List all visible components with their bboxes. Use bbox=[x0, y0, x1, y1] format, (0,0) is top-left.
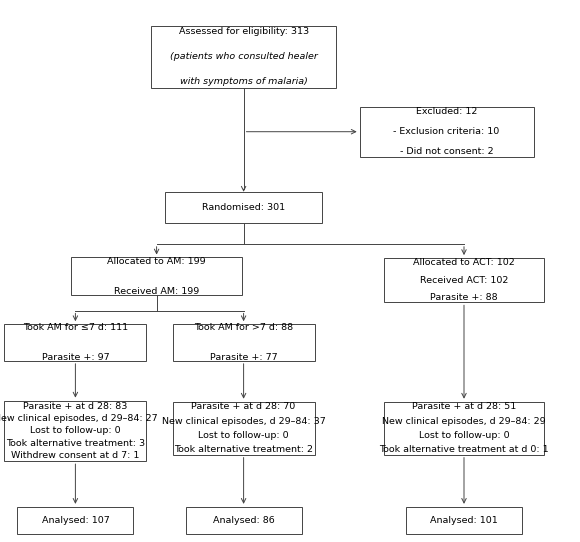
Text: Took AM for >7 d: 88: Took AM for >7 d: 88 bbox=[194, 323, 293, 332]
Text: Took alternative treatment: 3: Took alternative treatment: 3 bbox=[6, 438, 145, 448]
Text: Received AM: 199: Received AM: 199 bbox=[114, 287, 199, 296]
Text: Allocated to ACT: 102: Allocated to ACT: 102 bbox=[413, 258, 515, 267]
Text: Took AM for ≤7 d: 111: Took AM for ≤7 d: 111 bbox=[23, 323, 128, 332]
Text: New clinical episodes, d 29–84: 29: New clinical episodes, d 29–84: 29 bbox=[382, 417, 546, 425]
FancyBboxPatch shape bbox=[5, 401, 146, 461]
Text: Lost to follow-up: 0: Lost to follow-up: 0 bbox=[198, 431, 289, 440]
Text: Lost to follow-up: 0: Lost to follow-up: 0 bbox=[30, 427, 121, 435]
Text: Parasite + at d 28: 83: Parasite + at d 28: 83 bbox=[23, 402, 128, 411]
FancyBboxPatch shape bbox=[71, 257, 242, 295]
FancyBboxPatch shape bbox=[17, 507, 133, 534]
FancyBboxPatch shape bbox=[385, 402, 544, 455]
Text: Withdrew consent at d 7: 1: Withdrew consent at d 7: 1 bbox=[11, 450, 140, 460]
Text: Took alternative treatment: 2: Took alternative treatment: 2 bbox=[174, 445, 313, 454]
Text: Parasite +: 88: Parasite +: 88 bbox=[430, 293, 498, 302]
FancyBboxPatch shape bbox=[360, 107, 534, 157]
Text: New clinical episodes, d 29–84: 27: New clinical episodes, d 29–84: 27 bbox=[0, 414, 157, 423]
Text: Analysed: 86: Analysed: 86 bbox=[213, 516, 274, 525]
Text: with symptoms of malaria): with symptoms of malaria) bbox=[180, 78, 307, 86]
FancyBboxPatch shape bbox=[173, 324, 314, 361]
Text: Analysed: 107: Analysed: 107 bbox=[42, 516, 109, 525]
Text: Parasite + at d 28: 70: Parasite + at d 28: 70 bbox=[191, 402, 296, 411]
Text: - Did not consent: 2: - Did not consent: 2 bbox=[400, 147, 494, 156]
Text: Parasite + at d 28: 51: Parasite + at d 28: 51 bbox=[412, 402, 516, 411]
Text: Parasite +: 77: Parasite +: 77 bbox=[210, 353, 277, 362]
Text: Assessed for eligibility: 313: Assessed for eligibility: 313 bbox=[179, 28, 309, 36]
Text: (patients who consulted healer: (patients who consulted healer bbox=[170, 53, 317, 61]
Text: - Exclusion criteria: 10: - Exclusion criteria: 10 bbox=[393, 127, 500, 136]
Text: Took alternative treatment at d 0: 1: Took alternative treatment at d 0: 1 bbox=[379, 445, 549, 454]
Text: Lost to follow-up: 0: Lost to follow-up: 0 bbox=[419, 431, 509, 440]
FancyBboxPatch shape bbox=[406, 507, 522, 534]
Text: New clinical episodes, d 29–84: 37: New clinical episodes, d 29–84: 37 bbox=[162, 417, 325, 425]
FancyBboxPatch shape bbox=[186, 507, 302, 534]
Text: Parasite +: 97: Parasite +: 97 bbox=[42, 353, 109, 362]
Text: Randomised: 301: Randomised: 301 bbox=[202, 203, 285, 212]
Text: Received ACT: 102: Received ACT: 102 bbox=[420, 276, 508, 285]
Text: Analysed: 101: Analysed: 101 bbox=[430, 516, 498, 525]
Text: Allocated to AM: 199: Allocated to AM: 199 bbox=[107, 257, 206, 266]
FancyBboxPatch shape bbox=[385, 258, 544, 302]
FancyBboxPatch shape bbox=[5, 324, 146, 361]
FancyBboxPatch shape bbox=[173, 402, 314, 455]
Text: Excluded: 12: Excluded: 12 bbox=[416, 107, 477, 117]
FancyBboxPatch shape bbox=[165, 192, 322, 223]
FancyBboxPatch shape bbox=[151, 25, 336, 88]
